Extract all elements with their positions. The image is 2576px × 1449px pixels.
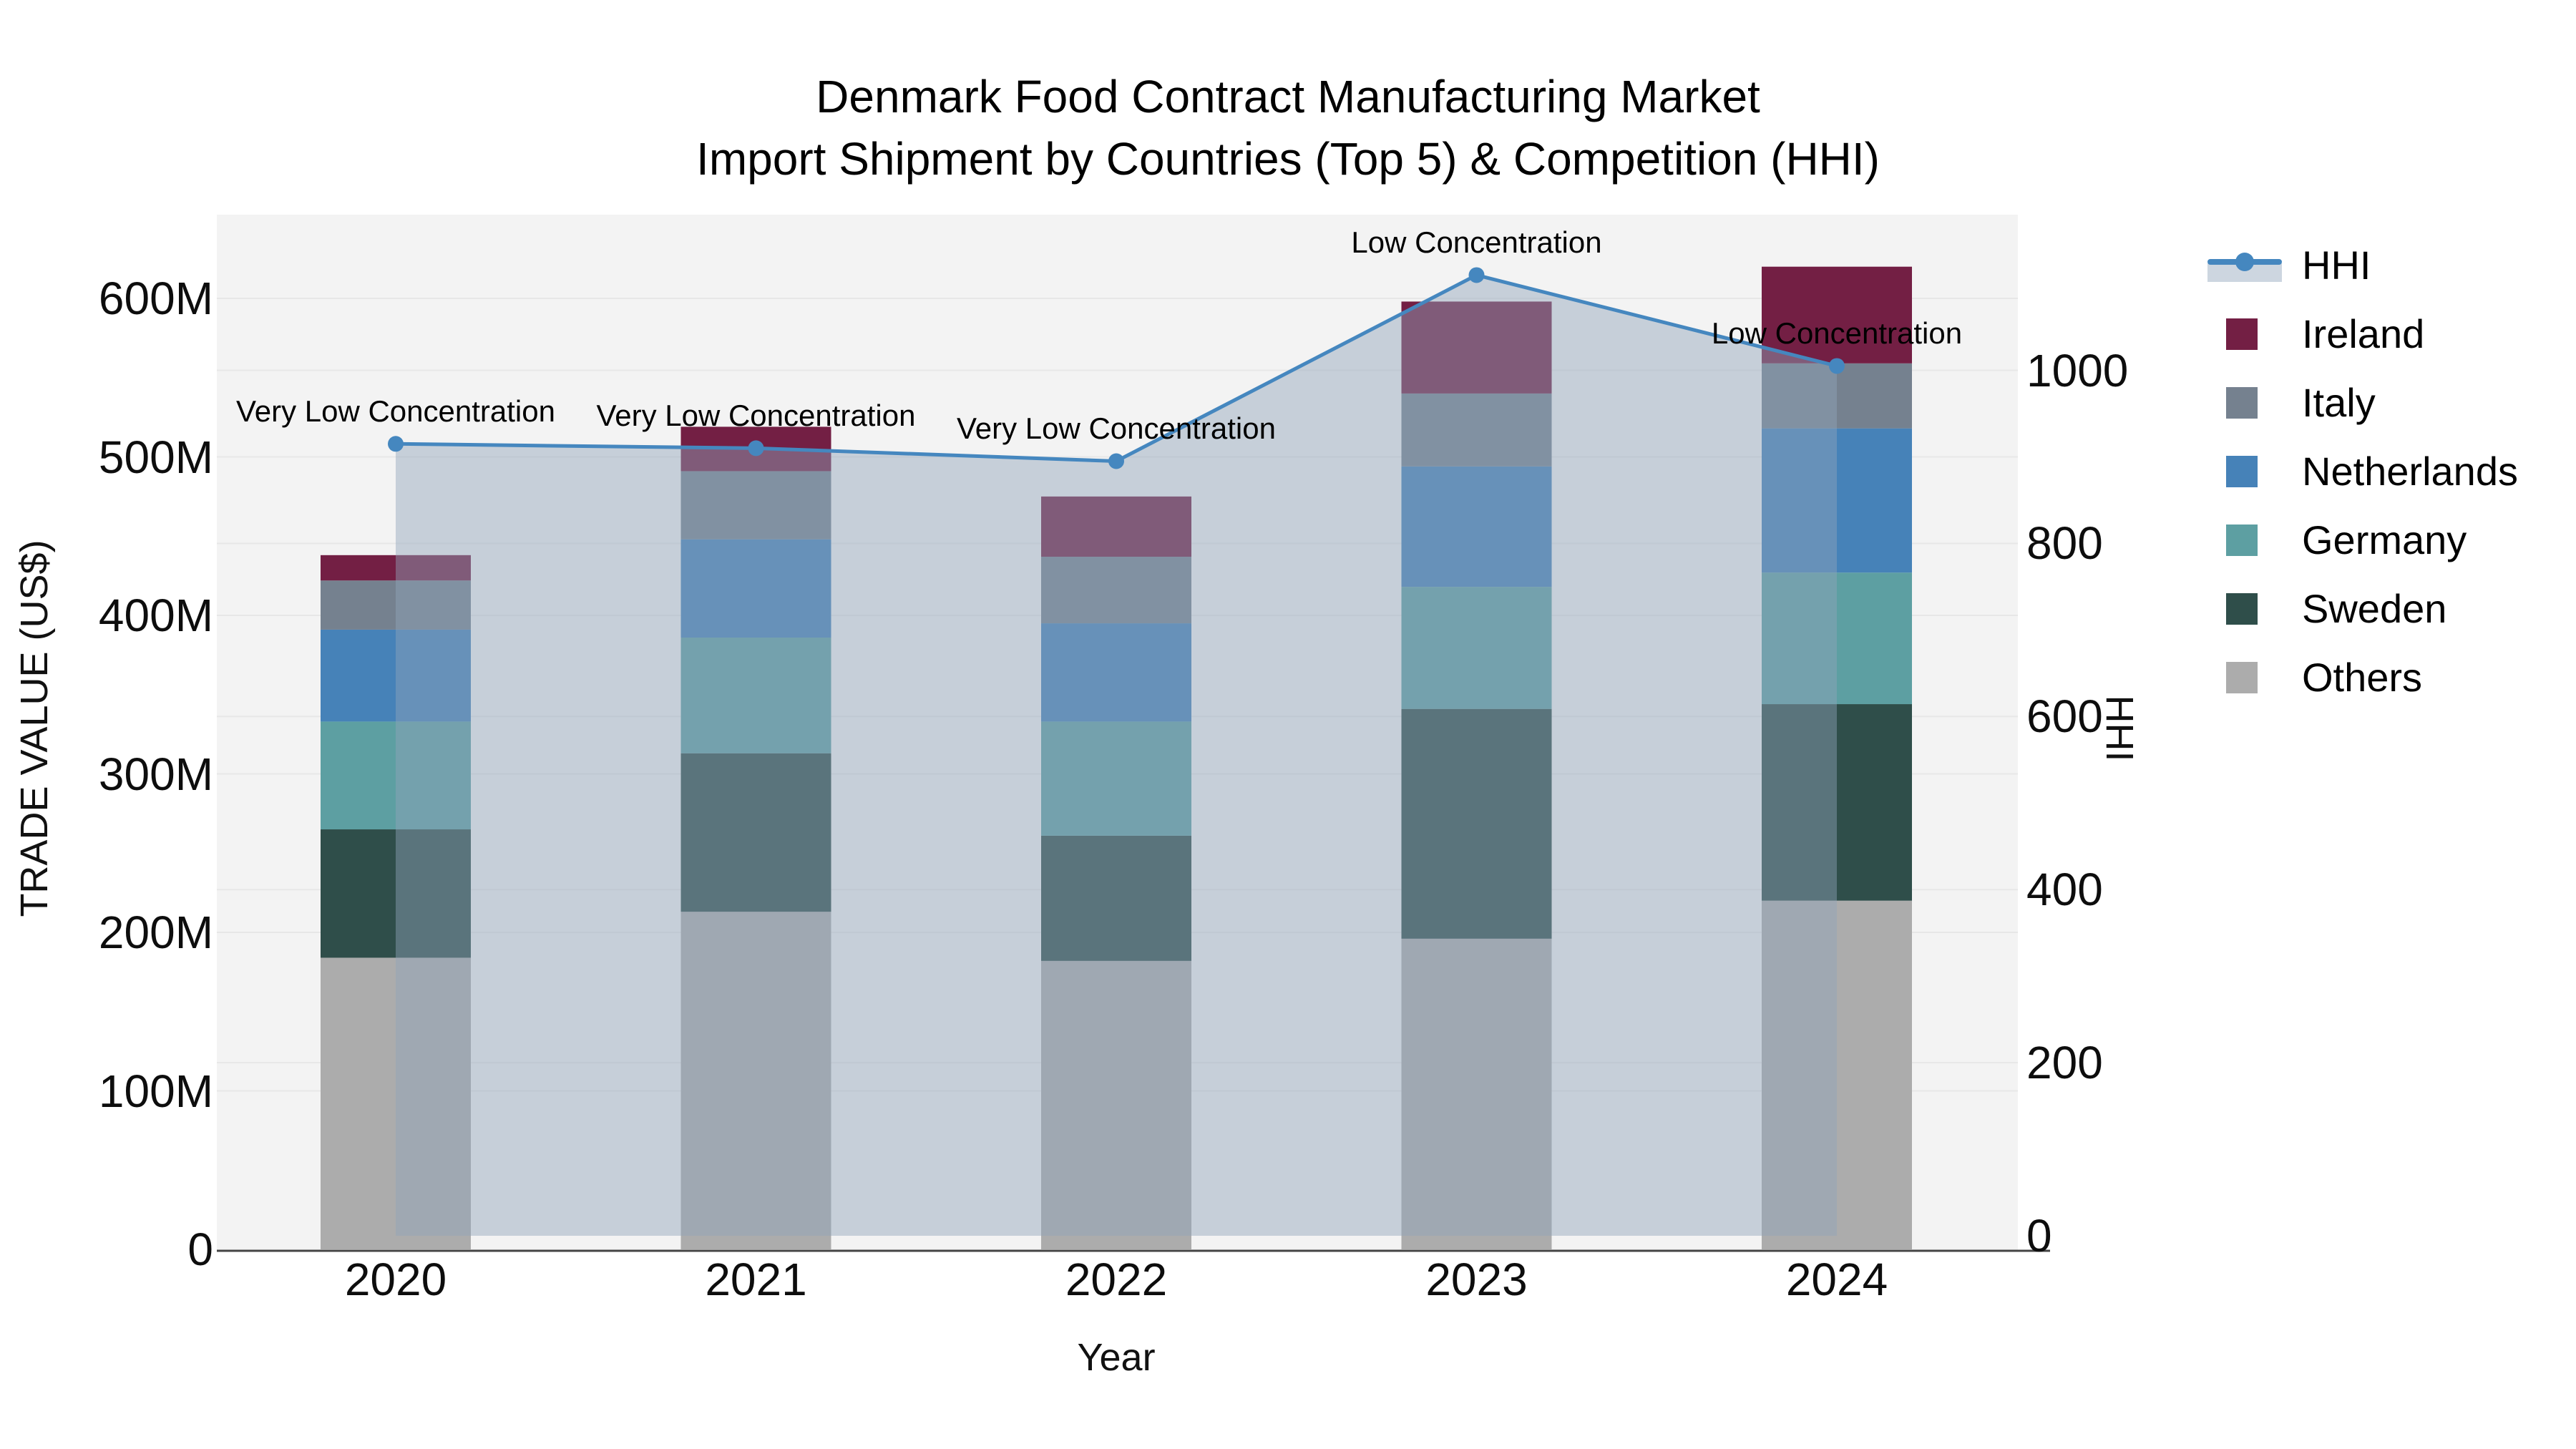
x-tick-2024: 2024 — [1785, 1254, 1888, 1305]
bar-segment-italy-2020[interactable] — [321, 580, 471, 630]
chart-title-line2: Import Shipment by Countries (Top 5) & C… — [696, 133, 1880, 185]
bar-segment-others-2024[interactable] — [1762, 900, 1912, 1249]
color-swatch-icon — [2226, 456, 2258, 487]
legend-item-sweden[interactable]: Sweden — [2207, 585, 2447, 631]
x-tick-2022: 2022 — [1065, 1254, 1168, 1305]
left-tick-600M: 600M — [98, 273, 213, 324]
bar-segment-germany-2022[interactable] — [1041, 721, 1191, 836]
chart-title: Denmark Food Contract Manufacturing Mark… — [0, 66, 2576, 190]
legend-label-hhi: HHI — [2302, 242, 2371, 288]
bar-segment-italy-2024[interactable] — [1762, 363, 1912, 429]
bar-segment-others-2023[interactable] — [1401, 938, 1552, 1249]
legend-label-others: Others — [2302, 654, 2423, 700]
hhi-marker-2022[interactable] — [1108, 453, 1124, 469]
hhi-line-swatch-icon — [2207, 243, 2282, 286]
bar-segment-ireland-2022[interactable] — [1041, 496, 1191, 557]
left-tick-300M: 300M — [98, 748, 213, 800]
bar-segment-netherlands-2023[interactable] — [1401, 466, 1552, 587]
hhi-marker-2024[interactable] — [1829, 358, 1845, 374]
legend-swatch-italy — [2207, 381, 2282, 424]
bar-segment-germany-2024[interactable] — [1762, 572, 1912, 705]
right-tick-600: 600 — [2026, 691, 2103, 743]
legend-label-sweden: Sweden — [2302, 585, 2447, 631]
bar-segment-netherlands-2022[interactable] — [1041, 623, 1191, 722]
right-tick-200: 200 — [2026, 1037, 2103, 1089]
color-swatch-icon — [2226, 525, 2258, 556]
left-axis-title: TRADE VALUE (US$) — [13, 540, 56, 917]
legend-label-italy: Italy — [2302, 379, 2376, 425]
annotation-2024: Low Concentration — [1711, 316, 1963, 351]
legend-item-hhi[interactable]: HHI — [2207, 242, 2371, 288]
legend-swatch-germany — [2207, 518, 2282, 561]
bar-segment-sweden-2023[interactable] — [1401, 708, 1552, 939]
legend-swatch-sweden — [2207, 587, 2282, 630]
bar-segment-sweden-2020[interactable] — [321, 829, 471, 958]
legend-swatch-others — [2207, 655, 2282, 698]
hhi-marker-2023[interactable] — [1468, 267, 1485, 283]
hhi-marker-2020[interactable] — [388, 436, 404, 452]
legend-item-germany[interactable]: Germany — [2207, 517, 2467, 562]
left-tick-200M: 200M — [98, 907, 213, 958]
right-tick-800: 800 — [2026, 517, 2103, 570]
bar-segment-ireland-2020[interactable] — [321, 555, 471, 581]
bar-segment-italy-2022[interactable] — [1041, 557, 1191, 624]
chart-title-line1: Denmark Food Contract Manufacturing Mark… — [816, 71, 1760, 122]
x-tick-2020: 2020 — [344, 1254, 447, 1305]
bar-segment-italy-2023[interactable] — [1401, 393, 1552, 467]
hhi-marker-swatch — [2235, 253, 2254, 271]
left-tick-100M: 100M — [98, 1065, 213, 1117]
legend-swatch-netherlands — [2207, 449, 2282, 492]
color-swatch-icon — [2226, 318, 2258, 350]
legend-item-ireland[interactable]: Ireland — [2207, 311, 2425, 356]
left-tick-0: 0 — [187, 1224, 213, 1275]
right-tick-400: 400 — [2026, 864, 2103, 916]
bar-segment-ireland-2023[interactable] — [1401, 301, 1552, 394]
hhi-area-fill — [396, 275, 1837, 1236]
bar-segment-sweden-2021[interactable] — [680, 753, 831, 912]
bar-segment-ireland-2024[interactable] — [1762, 266, 1912, 364]
right-tick-0: 0 — [2026, 1210, 2052, 1262]
bar-segment-netherlands-2024[interactable] — [1762, 428, 1912, 573]
x-axis-title: Year — [1077, 1336, 1156, 1379]
bar-segment-netherlands-2020[interactable] — [321, 629, 471, 722]
legend-label-netherlands: Netherlands — [2302, 448, 2518, 494]
color-swatch-icon — [2226, 593, 2258, 625]
hhi-marker-2021[interactable] — [748, 440, 764, 457]
color-swatch-icon — [2226, 387, 2258, 419]
annotation-2021: Very Low Concentration — [596, 399, 916, 433]
left-tick-500M: 500M — [98, 431, 213, 483]
bar-segment-germany-2021[interactable] — [680, 638, 831, 753]
bar-segment-netherlands-2021[interactable] — [680, 539, 831, 638]
legend-item-italy[interactable]: Italy — [2207, 379, 2376, 425]
x-tick-2021: 2021 — [705, 1254, 807, 1305]
bar-segment-others-2021[interactable] — [680, 912, 831, 1249]
color-swatch-icon — [2226, 662, 2258, 693]
legend-label-germany: Germany — [2302, 517, 2467, 562]
legend-item-netherlands[interactable]: Netherlands — [2207, 448, 2518, 494]
left-tick-400M: 400M — [98, 590, 213, 641]
right-axis-title: HHI — [2098, 695, 2141, 762]
bar-segment-germany-2020[interactable] — [321, 721, 471, 830]
right-tick-1000: 1000 — [2026, 344, 2129, 396]
x-tick-2023: 2023 — [1425, 1254, 1528, 1305]
bar-segment-sweden-2022[interactable] — [1041, 835, 1191, 961]
annotation-2020: Very Low Concentration — [236, 394, 555, 429]
bar-segment-sweden-2024[interactable] — [1762, 704, 1912, 901]
legend-item-others[interactable]: Others — [2207, 654, 2423, 700]
legend-label-ireland: Ireland — [2302, 311, 2425, 356]
bar-segment-germany-2023[interactable] — [1401, 587, 1552, 709]
annotation-2023: Low Concentration — [1351, 225, 1602, 260]
bar-segment-italy-2021[interactable] — [680, 471, 831, 540]
bar-segment-others-2022[interactable] — [1041, 960, 1191, 1249]
annotation-2022: Very Low Concentration — [957, 411, 1276, 446]
bar-segment-others-2020[interactable] — [321, 957, 471, 1249]
legend-swatch-ireland — [2207, 312, 2282, 355]
